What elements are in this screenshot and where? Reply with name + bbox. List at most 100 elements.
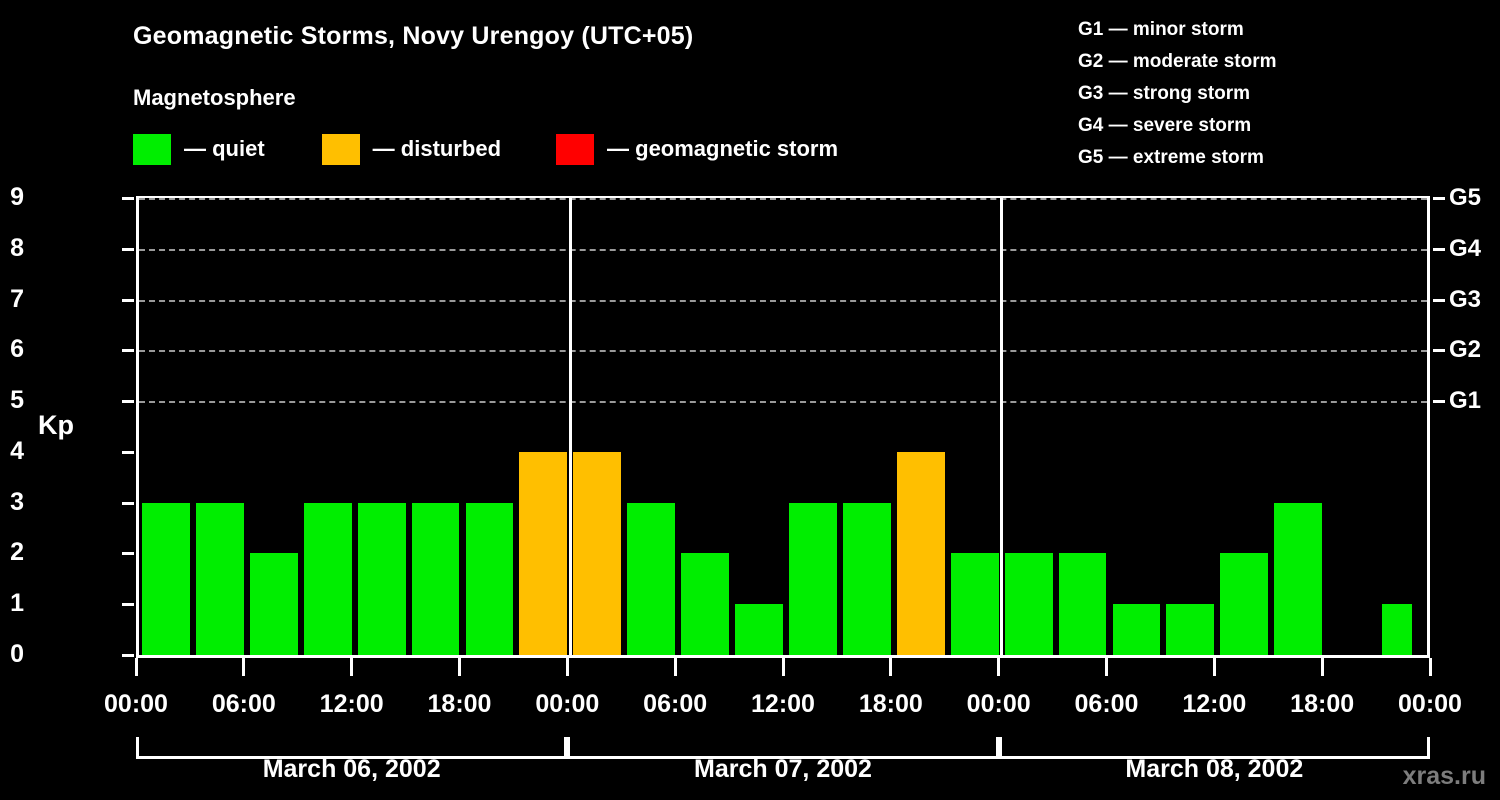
g-tick-mark-G5 [1433, 197, 1445, 200]
gridline-kp-9 [139, 198, 1427, 200]
g-tick-label-G5: G5 [1449, 184, 1482, 211]
x-tick-mark [350, 658, 354, 676]
g-tick-label-G3: G3 [1449, 285, 1482, 313]
bar-kp-3 [1274, 502, 1323, 655]
g-tick-mark-G1 [1433, 400, 1445, 404]
bar-kp-4 [519, 451, 568, 655]
legend-swatch-geomagnetic-storm [556, 133, 595, 165]
y-tick-mark [122, 349, 134, 353]
bar-kp-1 [1382, 604, 1412, 655]
bar-kp-2 [1220, 553, 1269, 655]
g-scale-key-row: G1 — minor storm [1078, 19, 1244, 40]
day-bracket [998, 737, 1430, 759]
x-tick-mark [1105, 658, 1108, 676]
g-scale-key-row: G4 — severe storm [1078, 115, 1252, 136]
bar-kp-1 [735, 604, 783, 655]
x-tick-label: 06:00 [643, 690, 708, 718]
x-tick-label: 12:00 [751, 690, 815, 718]
x-tick-mark [458, 658, 461, 676]
legend-swatch-quiet [133, 133, 171, 165]
y-tick-mark [122, 450, 134, 454]
day-label: March 06, 2002 [262, 755, 441, 783]
legend-label-quiet: — quiet [184, 136, 265, 161]
y-tick-mark [122, 400, 134, 404]
y-tick-label: 0 [10, 640, 24, 668]
y-tick-label: 3 [10, 487, 24, 516]
x-tick-mark [781, 658, 785, 676]
legend-item-disturbed: — disturbed [321, 133, 501, 165]
g-tick-mark-G2 [1433, 349, 1445, 353]
y-tick-label: 8 [10, 233, 24, 262]
bar-kp-3 [465, 502, 514, 655]
y-tick-mark [122, 247, 134, 251]
gridline-kp-5 [139, 401, 1427, 404]
x-tick-label: 00:00 [104, 690, 168, 718]
bar-kp-3 [842, 502, 891, 655]
bar-kp-1 [1166, 604, 1215, 655]
g-tick-mark-G3 [1433, 298, 1445, 302]
bar-kp-4 [896, 451, 945, 655]
bar-kp-3 [303, 502, 352, 655]
x-tick-label: 12:00 [1182, 690, 1247, 718]
y-tick-mark [122, 197, 134, 200]
magnetosphere-section-label: Magnetosphere [133, 85, 296, 110]
page-title: Geomagnetic Storms, Novy Urengoy (UTC+05… [133, 22, 694, 50]
day-label: March 07, 2002 [694, 755, 872, 783]
bar-kp-4 [573, 451, 622, 655]
bar-kp-3 [789, 502, 837, 655]
plot-area [136, 198, 1430, 655]
x-tick-mark [1320, 658, 1324, 676]
gridline-kp-8 [139, 248, 1427, 251]
y-tick-label: 5 [10, 386, 24, 415]
x-tick-mark [1428, 658, 1432, 676]
bar-kp-1 [1112, 604, 1161, 655]
day-bracket [136, 737, 568, 759]
x-tick-label: 06:00 [211, 690, 276, 718]
x-tick-label: 00:00 [535, 690, 600, 718]
y-tick-mark [122, 501, 134, 505]
g-scale-key: G1 — minor storm G2 — moderate storm G3 … [1078, 14, 1398, 174]
x-tick-label: 00:00 [1398, 690, 1462, 718]
g-tick-label-G2: G2 [1449, 336, 1482, 364]
x-tick-label: 12:00 [319, 690, 384, 718]
x-tick-label: 18:00 [858, 690, 923, 718]
x-tick-label: 00:00 [966, 690, 1031, 718]
g-tick-label-G4: G4 [1449, 234, 1482, 262]
g-tick-mark-G4 [1433, 247, 1445, 251]
x-tick-mark [673, 658, 677, 676]
bar-kp-2 [249, 553, 298, 655]
day-label: March 08, 2002 [1125, 755, 1304, 783]
legend-swatch-disturbed [321, 133, 360, 165]
day-separator-2 [1000, 198, 1004, 655]
x-tick-mark [565, 658, 569, 676]
y-tick-label: 7 [10, 284, 24, 313]
watermark: xras.ru [1402, 762, 1486, 790]
y-tick-mark [122, 603, 134, 607]
x-tick-label: 18:00 [427, 690, 492, 718]
plot-top-border [136, 196, 1430, 199]
y-tick-label: 2 [10, 538, 24, 567]
y-tick-mark [122, 552, 134, 556]
bar-kp-3 [195, 502, 244, 655]
g-scale-key-row: G5 — extreme storm [1078, 147, 1264, 168]
y-tick-label: 4 [10, 436, 24, 465]
bar-kp-2 [950, 553, 999, 655]
x-tick-mark [134, 658, 138, 676]
legend-label-geomagnetic-storm: — geomagnetic storm [607, 136, 839, 161]
bar-kp-3 [411, 502, 460, 655]
g-scale-key-row: G2 — moderate storm [1078, 51, 1277, 72]
g-scale-key-row: G3 — strong storm [1078, 83, 1251, 104]
day-separator-1 [568, 198, 572, 655]
x-tick-label: 18:00 [1290, 690, 1355, 718]
bar-kp-3 [357, 502, 406, 655]
y-tick-label: 6 [10, 335, 24, 364]
bar-series [139, 198, 1427, 655]
gridline-kp-6 [139, 350, 1427, 353]
x-tick-label: 06:00 [1074, 690, 1139, 718]
bar-kp-3 [142, 502, 190, 655]
day-bracket [567, 737, 999, 759]
bar-kp-2 [681, 553, 730, 655]
x-tick-mark [1212, 658, 1216, 676]
y-tick-mark [122, 654, 134, 657]
